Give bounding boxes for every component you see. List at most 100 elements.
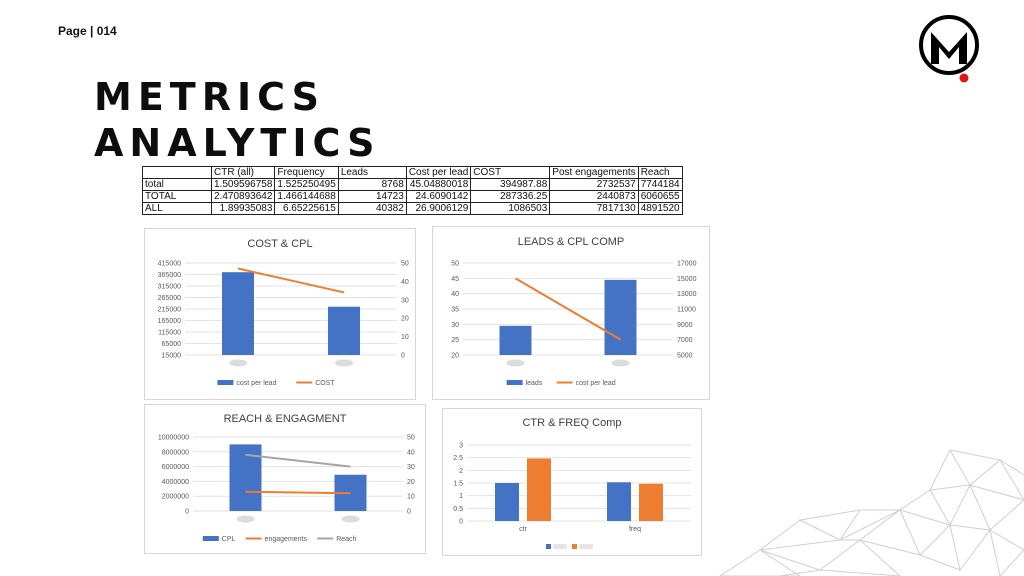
y2-tick-label: 40 xyxy=(407,449,415,456)
legend-swatch xyxy=(546,544,551,549)
legend-label: COST xyxy=(315,380,335,387)
table-row: ALL 1.89935083 6.65225615 40382 26.90061… xyxy=(142,202,683,215)
table-header-cell: Leads xyxy=(337,166,407,179)
y2-tick-label: 10 xyxy=(401,334,409,341)
x-tick-label: ctr xyxy=(519,526,527,533)
y-tick-label: 415000 xyxy=(158,261,181,268)
table-cell: 1086503 xyxy=(470,202,551,215)
y-tick-label: 0.5 xyxy=(453,506,463,513)
redacted-legend-label xyxy=(579,544,593,549)
y2-tick-label: 13000 xyxy=(677,291,697,298)
table-cell: 287336.25 xyxy=(470,190,551,203)
chart-bar xyxy=(607,482,631,521)
y-tick-label: 40 xyxy=(451,291,459,298)
y-tick-label: 3 xyxy=(459,443,463,450)
table-cell-label: TOTAL xyxy=(142,190,212,203)
chart-title: LEADS & CPL COMP xyxy=(518,236,625,248)
table-header-cell: Post engagements xyxy=(549,166,639,179)
y2-tick-label: 50 xyxy=(401,261,409,268)
table-cell-label: total xyxy=(142,178,212,191)
table-cell: 24.6090142 xyxy=(405,190,472,203)
chart-line xyxy=(245,453,351,468)
y-tick-label: 4000000 xyxy=(162,479,189,486)
chart-reach-engagement-canvas: REACH & ENGAGMENT 10000000 8000000 6000000 4… xyxy=(158,413,415,543)
y2-tick-label: 15000 xyxy=(677,276,697,283)
y-tick-label: 115000 xyxy=(158,330,181,337)
y2-tick-label: 11000 xyxy=(677,307,696,314)
table-header-cell: Frequency xyxy=(274,166,339,179)
y2-tick-label: 30 xyxy=(407,464,415,471)
table-cell: 4891520 xyxy=(637,202,683,215)
table-cell: 394987.88 xyxy=(470,178,551,191)
legend-swatch xyxy=(572,544,577,549)
table-header-cell xyxy=(142,166,212,179)
chart-bar xyxy=(222,272,254,355)
y2-tick-label: 0 xyxy=(407,509,411,516)
table-header-row: CTR (all) Frequency Leads Cost per lead … xyxy=(142,166,683,179)
table-cell: 45.04880018 xyxy=(405,178,472,191)
chart-line xyxy=(514,277,622,341)
redacted-category-label xyxy=(229,359,247,367)
table-header-cell: Cost per lead xyxy=(405,166,472,179)
y2-tick-label: 17000 xyxy=(677,261,697,268)
redacted-category-label xyxy=(335,359,353,367)
table-cell: 2732537 xyxy=(549,178,639,191)
table-cell: 40382 xyxy=(337,202,407,215)
redacted-category-label xyxy=(341,515,360,523)
table-cell: 1.89935083 xyxy=(210,202,276,215)
y-tick-label: 35 xyxy=(451,307,459,314)
y2-tick-label: 10 xyxy=(407,494,415,501)
y-tick-label: 1 xyxy=(459,493,463,500)
legend-swatch xyxy=(506,380,523,385)
table-cell: 1.525250495 xyxy=(274,178,339,191)
page-number: Page | 014 xyxy=(58,24,117,38)
chart-leads-cpl: LEADS & CPL COMP 50 45 40 35 30 25 20 17000 15000… xyxy=(432,226,710,400)
table-header-cell: CTR (all) xyxy=(210,166,276,179)
y-tick-label: 20 xyxy=(451,353,459,360)
chart-bar xyxy=(639,483,663,521)
y2-tick-label: 30 xyxy=(401,297,409,304)
y-tick-label: 15000 xyxy=(162,353,182,360)
table-row: total 1.509596758 1.525250495 8768 45.04… xyxy=(142,178,683,191)
chart-leads-cpl-canvas: LEADS & CPL COMP 50 45 40 35 30 25 20 17000 15000… xyxy=(451,236,697,387)
page-title-line-1: METRICS xyxy=(94,75,326,119)
table-cell: 7817130 xyxy=(549,202,639,215)
y-tick-label: 45 xyxy=(451,276,459,283)
redacted-category-label xyxy=(236,515,255,523)
table-cell-label: ALL xyxy=(142,202,212,215)
y-tick-label: 0 xyxy=(185,509,189,516)
table-cell: 14723 xyxy=(337,190,407,203)
page-title-line-2: ANALYTICS xyxy=(94,121,381,165)
chart-bar xyxy=(229,444,262,511)
y-tick-label: 30 xyxy=(451,322,459,329)
y-tick-label: 1.5 xyxy=(453,481,463,488)
chart-line xyxy=(237,267,345,294)
decorative-polygon-pattern xyxy=(719,448,1024,576)
redacted-legend-label xyxy=(553,544,567,549)
chart-bar xyxy=(604,279,637,355)
y2-tick-label: 9000 xyxy=(677,322,693,329)
chart-title: REACH & ENGAGMENT xyxy=(224,413,347,425)
metrics-table: CTR (all) Frequency Leads Cost per lead … xyxy=(142,166,683,215)
chart-ctr-freq-canvas: CTR & FREQ Comp 3 2.5 2 1.5 1 0.5 0 ctr freq xyxy=(453,417,691,549)
table-cell: 1.466144688 xyxy=(274,190,339,203)
legend-swatch xyxy=(202,536,219,541)
y-tick-label: 315000 xyxy=(158,284,181,291)
chart-reach-engagement: REACH & ENGAGMENT 10000000 8000000 6000000 4… xyxy=(144,404,426,554)
y2-tick-label: 20 xyxy=(401,316,409,323)
chart-cost-cpl: COST & CPL 415000 365000 315000 265000 215000… xyxy=(144,228,416,400)
chart-cost-cpl-canvas: COST & CPL 415000 365000 315000 265000 215000… xyxy=(158,238,409,387)
y2-tick-label: 20 xyxy=(407,479,415,486)
chart-bar xyxy=(499,325,532,355)
legend-swatch xyxy=(217,380,234,385)
table-row: TOTAL 2.470893642 1.466144688 14723 24.6… xyxy=(142,190,683,203)
y-tick-label: 0 xyxy=(459,519,463,526)
chart-bar xyxy=(328,306,360,355)
redacted-category-label xyxy=(506,359,525,367)
y-tick-label: 215000 xyxy=(158,307,181,314)
table-cell: 2440873 xyxy=(549,190,639,203)
table-header-cell: COST xyxy=(470,166,551,179)
chart-ctr-freq: CTR & FREQ Comp 3 2.5 2 1.5 1 0.5 0 ctr freq xyxy=(442,408,702,556)
y-tick-label: 165000 xyxy=(158,318,181,325)
legend-label: cost per lead xyxy=(236,380,276,387)
